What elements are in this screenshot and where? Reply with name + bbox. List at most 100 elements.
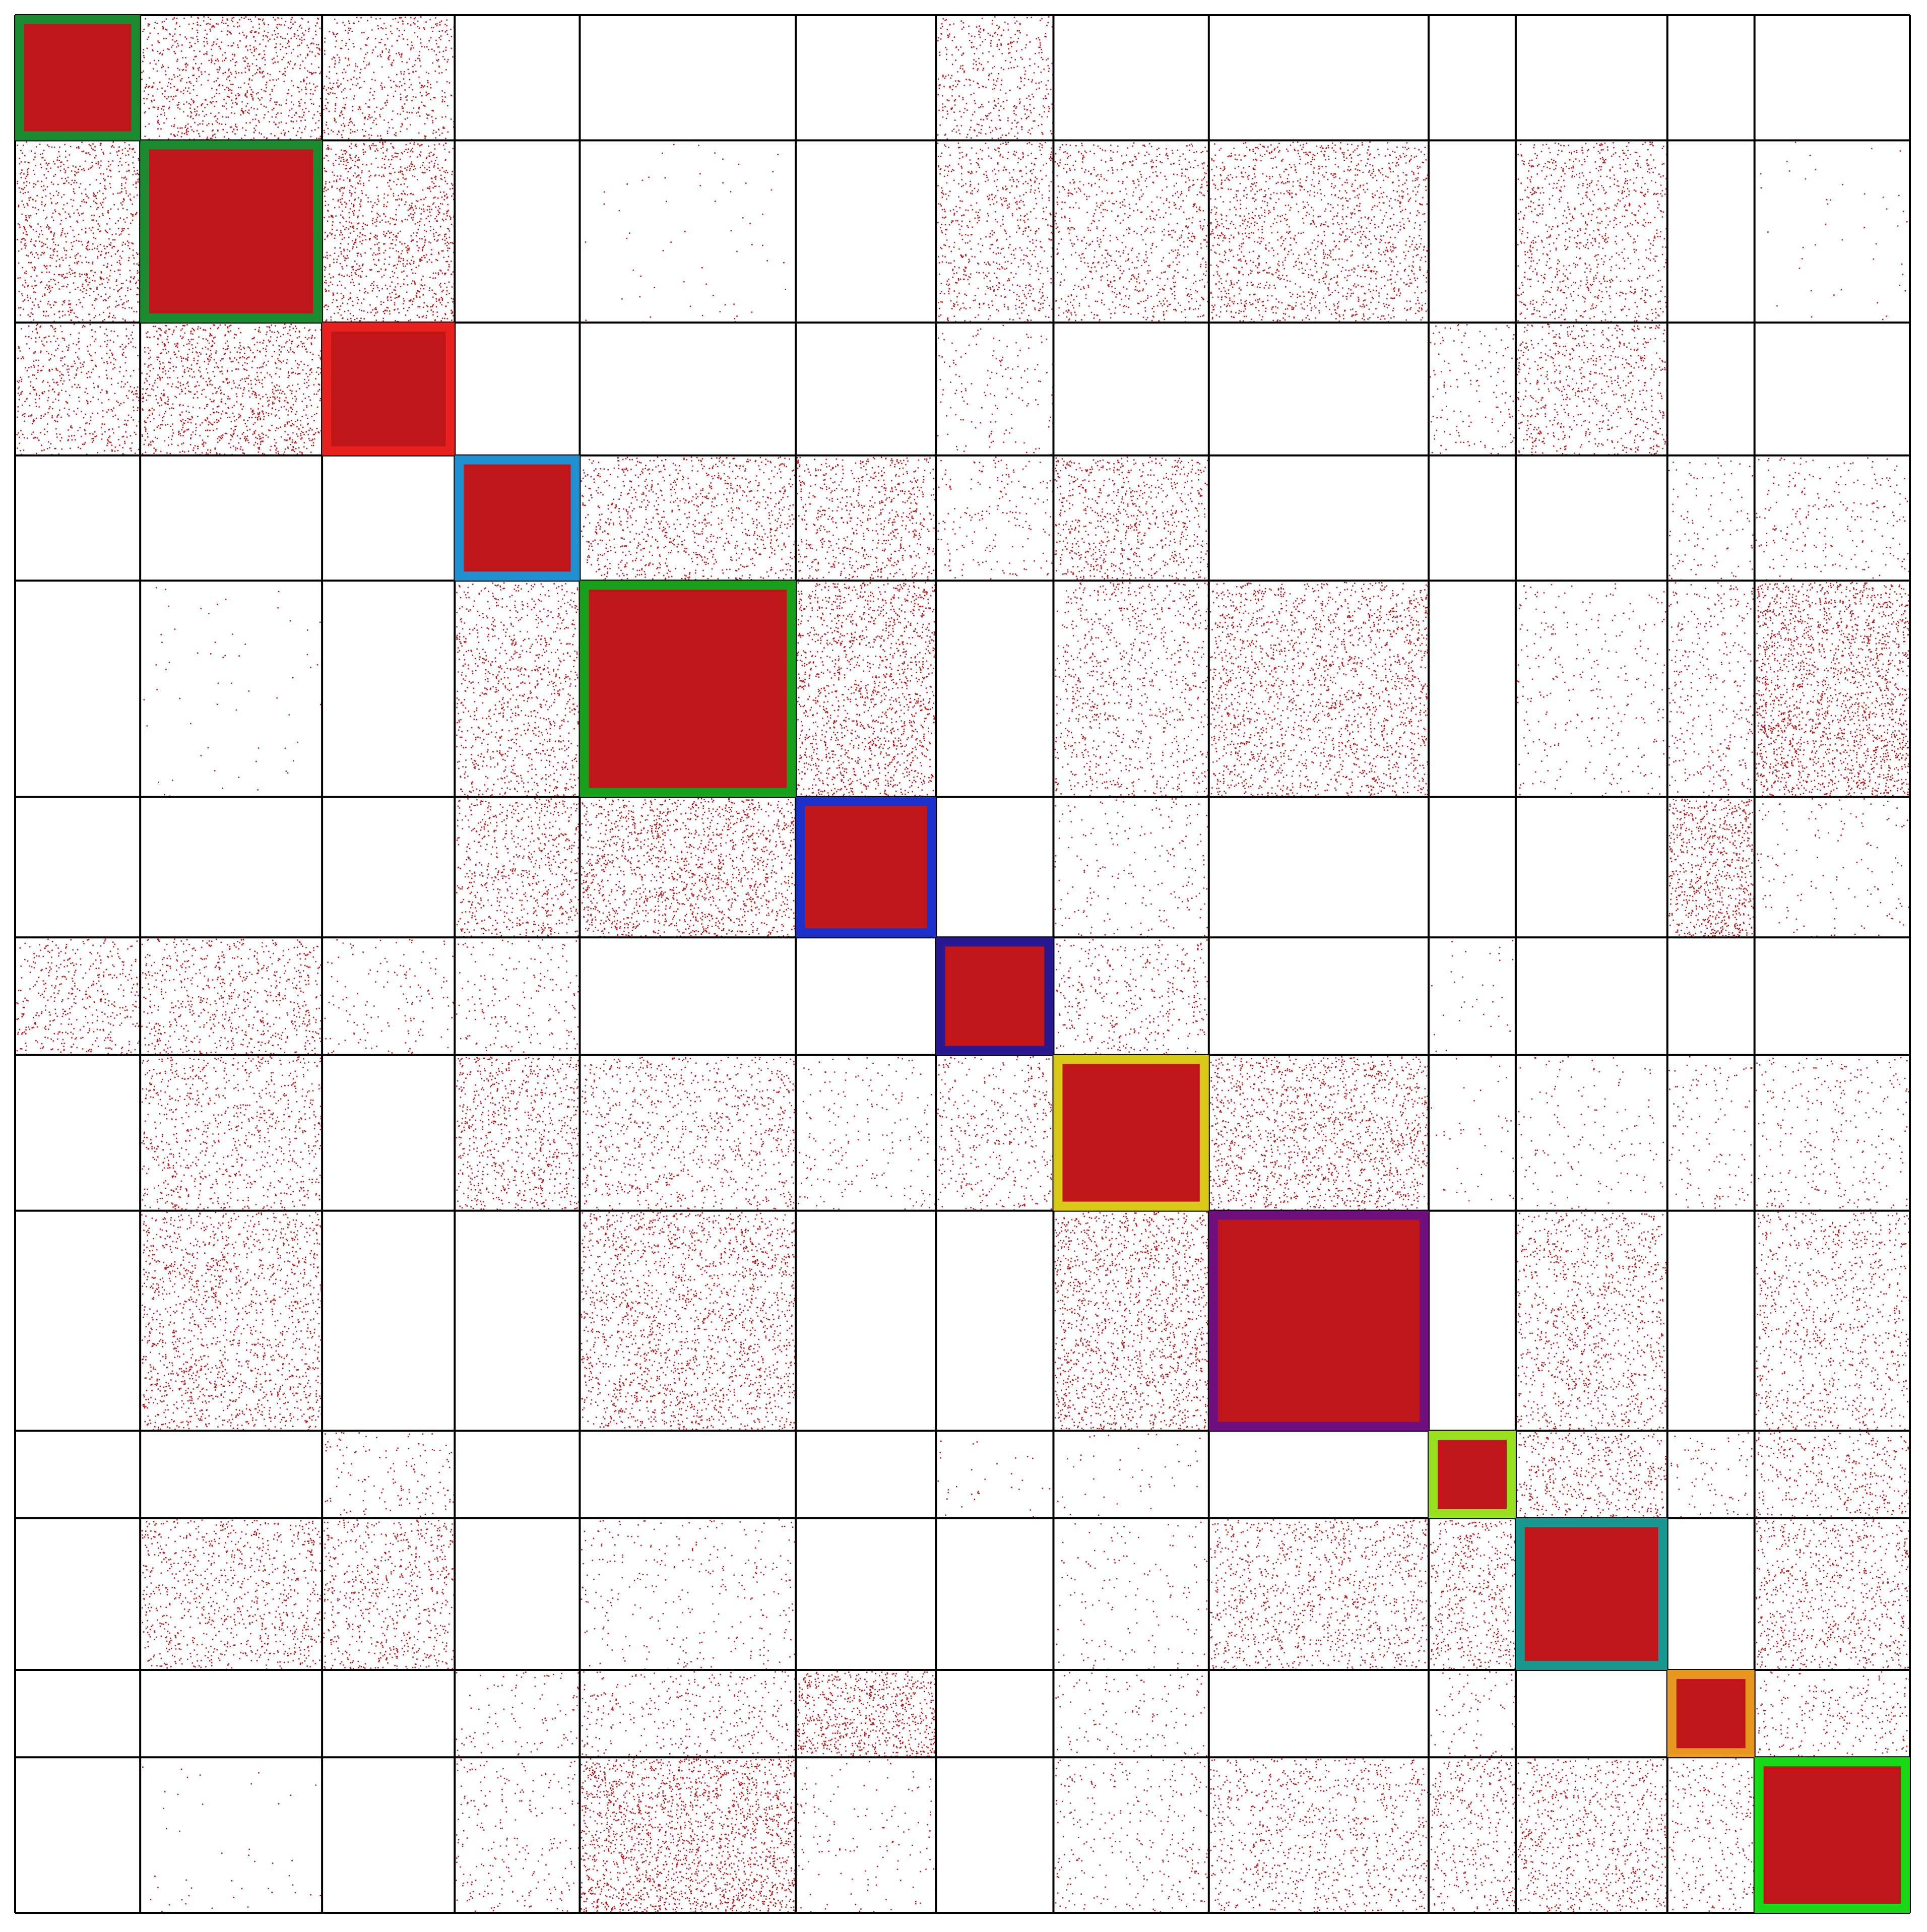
link-dots (1430, 1758, 1516, 1913)
link-dots (1517, 1212, 1668, 1431)
community-frame-6 (796, 797, 936, 938)
community-frame-3 (322, 323, 455, 456)
link-cell-4-13 (1755, 457, 1910, 581)
diagonal-blocks (15, 15, 1910, 1913)
link-cell-12-5 (582, 1671, 796, 1757)
community-frame-13 (1754, 1757, 1910, 1913)
link-dots (1516, 324, 1667, 456)
link-dots (937, 457, 1054, 579)
link-dots (1430, 1520, 1516, 1670)
link-cell-5-6 (797, 582, 936, 798)
community-frame-7 (936, 937, 1054, 1055)
off-diagonal-links (16, 16, 1910, 1913)
link-cell-13-10 (1430, 1758, 1516, 1913)
link-cell-4-5 (581, 456, 796, 581)
link-cell-2-1 (17, 141, 141, 323)
diagonal-block-8 (1053, 1055, 1209, 1211)
community-frame-12 (1667, 1669, 1755, 1758)
link-dots (937, 16, 1054, 140)
community-frame-9 (1208, 1210, 1429, 1431)
link-cell-9-11 (1517, 1212, 1668, 1431)
link-cell-1-7 (937, 16, 1054, 140)
link-dots (1756, 1519, 1910, 1670)
link-dots (581, 798, 796, 938)
link-dots (323, 141, 455, 323)
link-cell-4-7 (937, 457, 1054, 579)
community-frame-11 (1515, 1518, 1667, 1670)
link-cell-4-12 (1668, 457, 1754, 581)
diagonal-block-1 (15, 15, 141, 141)
link-dots (141, 324, 323, 456)
link-dots (456, 1758, 580, 1912)
community-frame-10 (1428, 1431, 1516, 1518)
link-dots (582, 1671, 796, 1757)
link-cell-10-12 (1671, 1432, 1753, 1518)
link-dots (581, 456, 796, 581)
link-cell-12-8 (1055, 1672, 1207, 1757)
link-cell-5-8 (1054, 582, 1209, 797)
link-cell-13-8 (1054, 1759, 1209, 1913)
link-cell-6-5 (581, 798, 796, 938)
diagonal-block-9 (1208, 1210, 1429, 1431)
link-cell-2-11 (1517, 142, 1668, 323)
link-cell-2-3 (323, 141, 455, 323)
link-cell-3-1 (16, 324, 140, 456)
link-dots (797, 1671, 936, 1758)
link-dots (141, 1519, 323, 1670)
diagonal-block-4 (455, 455, 580, 581)
diagonal-block-5 (580, 581, 796, 797)
link-dots (1210, 1519, 1429, 1670)
diagonal-block-11 (1515, 1518, 1667, 1670)
diagonal-block-12 (1667, 1669, 1755, 1758)
community-frame-4 (455, 455, 580, 581)
link-cell-13-4 (456, 1758, 580, 1912)
link-cell-3-11 (1516, 324, 1667, 456)
link-dots (1054, 1759, 1209, 1913)
community-frame-5 (580, 581, 796, 797)
link-dots (17, 141, 141, 323)
link-cell-8-5 (581, 1057, 796, 1210)
link-dots (1755, 457, 1910, 581)
link-cell-11-13 (1756, 1519, 1910, 1670)
diagonal-block-2 (140, 140, 323, 323)
link-dots (1054, 457, 1209, 581)
link-cell-4-8 (1054, 457, 1209, 581)
diagonal-block-6 (796, 797, 936, 938)
link-cell-7-4 (456, 939, 580, 1055)
link-dots (1755, 1211, 1910, 1431)
link-dots (1517, 142, 1668, 323)
link-cell-5-13 (1755, 582, 1910, 798)
community-frame-1 (15, 15, 141, 141)
diagonal-block-3 (322, 323, 455, 456)
link-dots (456, 939, 580, 1055)
link-cell-11-10 (1430, 1520, 1516, 1670)
link-dots (1209, 582, 1429, 797)
diagonal-block-7 (936, 937, 1054, 1055)
link-dots (1055, 1672, 1207, 1757)
link-dots (141, 938, 322, 1055)
link-dots (1054, 582, 1209, 797)
link-dots (1755, 582, 1910, 798)
diagonal-block-10 (1428, 1431, 1516, 1518)
link-cell-7-2 (141, 938, 322, 1055)
link-dots (797, 582, 936, 798)
link-dots (581, 1057, 796, 1210)
link-cell-8-9 (1209, 1056, 1429, 1211)
link-cell-11-2 (141, 1519, 323, 1670)
link-cell-3-2 (141, 324, 323, 456)
link-dots (1671, 1432, 1753, 1518)
link-dots (16, 324, 140, 456)
link-cell-8-4 (456, 1056, 580, 1211)
link-cell-5-9 (1209, 582, 1429, 797)
diagonal-block-13 (1754, 1757, 1910, 1913)
community-frames (15, 15, 1910, 1913)
community-frame-8 (1053, 1055, 1209, 1211)
link-cell-12-6 (797, 1671, 936, 1758)
link-dots (1668, 457, 1754, 581)
link-cell-9-13 (1755, 1211, 1910, 1431)
community-frame-2 (140, 140, 323, 323)
link-cell-11-9 (1210, 1519, 1429, 1670)
link-dots (1209, 1056, 1429, 1211)
link-dots (456, 1056, 580, 1211)
